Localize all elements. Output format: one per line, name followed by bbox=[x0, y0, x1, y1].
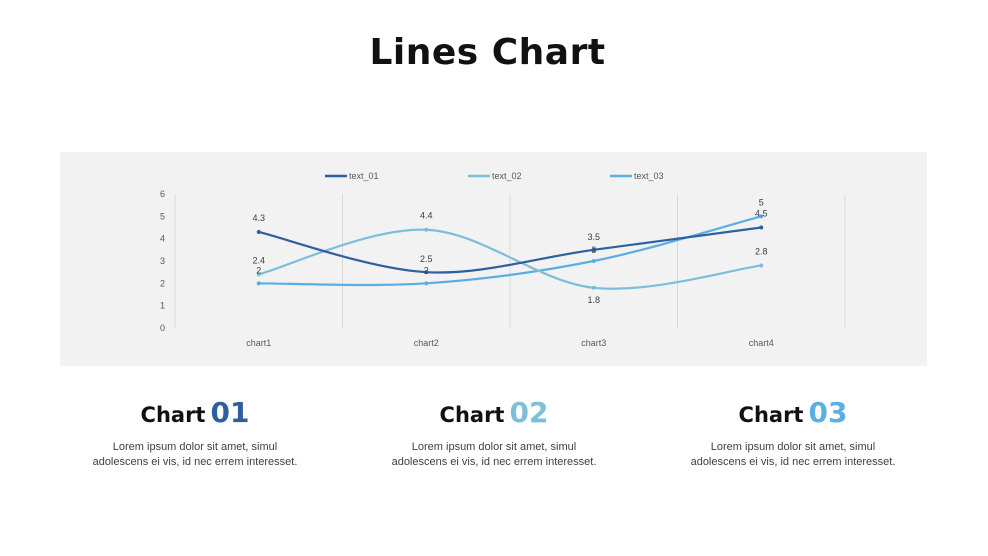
data-point bbox=[759, 214, 764, 219]
data-point bbox=[591, 247, 596, 252]
y-tick-label: 1 bbox=[160, 301, 165, 311]
data-label: 2.4 bbox=[252, 255, 265, 265]
data-point bbox=[256, 281, 261, 286]
data-point bbox=[424, 270, 429, 275]
data-point bbox=[424, 227, 429, 232]
y-tick-label: 3 bbox=[160, 256, 165, 266]
series-line bbox=[257, 228, 763, 290]
card-title-label: Chart bbox=[140, 403, 206, 427]
legend-label: text_02 bbox=[492, 171, 522, 181]
chart-panel: 0 1 2 3 4 5 6 chart1 chart2 chart3 chart4 text_01 te… bbox=[60, 152, 927, 366]
x-tick-label: chart3 bbox=[581, 338, 606, 348]
card-description: Lorem ipsum dolor sit amet, simul adoles… bbox=[92, 441, 298, 468]
data-label: 2 bbox=[256, 265, 261, 275]
x-tick-label: chart1 bbox=[246, 338, 271, 348]
data-label: 3.5 bbox=[587, 232, 600, 242]
data-point bbox=[256, 229, 261, 234]
card-title-label: Chart bbox=[439, 403, 505, 427]
y-tick-label: 2 bbox=[160, 278, 165, 288]
data-label: 3 bbox=[591, 245, 596, 255]
legend-label: text_01 bbox=[349, 171, 379, 181]
data-label: 5 bbox=[759, 197, 764, 207]
x-tick-label: chart2 bbox=[414, 338, 439, 348]
data-label: 4.3 bbox=[252, 213, 265, 223]
data-point bbox=[424, 281, 429, 286]
page-title: Lines Chart bbox=[369, 32, 606, 73]
card-title-number: 03 bbox=[808, 396, 848, 429]
y-tick-label: 6 bbox=[160, 189, 165, 199]
chart-card-01: Chart 01 Lorem ipsum dolor sit amet, simu… bbox=[75, 396, 315, 470]
x-tick-label: chart4 bbox=[749, 338, 774, 348]
y-tick-label: 0 bbox=[160, 323, 165, 333]
card-title-number: 02 bbox=[509, 396, 549, 429]
data-point bbox=[591, 285, 596, 290]
data-point bbox=[256, 272, 261, 277]
series-line bbox=[257, 226, 763, 274]
line-chart: 0 1 2 3 4 5 6 chart1 chart2 chart3 chart4 text_01 te… bbox=[160, 171, 846, 348]
data-label: 2 bbox=[424, 265, 429, 275]
y-tick-label: 5 bbox=[160, 211, 165, 221]
card-description: Lorem ipsum dolor sit amet, simul adoles… bbox=[391, 441, 597, 468]
chart-card-03: Chart 03 Lorem ipsum dolor sit amet, simu… bbox=[673, 396, 913, 470]
data-point bbox=[759, 263, 764, 268]
data-label: 1.8 bbox=[587, 295, 600, 305]
data-label: 4.5 bbox=[755, 209, 768, 219]
data-label: 2.5 bbox=[420, 254, 433, 264]
legend-label: text_03 bbox=[634, 171, 664, 181]
data-point bbox=[591, 259, 596, 263]
card-title: Chart 03 bbox=[673, 396, 913, 430]
card-description: Lorem ipsum dolor sit amet, simul adoles… bbox=[690, 441, 896, 468]
y-tick-label: 4 bbox=[160, 234, 165, 244]
card-title: Chart 01 bbox=[75, 396, 315, 430]
card-title: Chart 02 bbox=[374, 396, 614, 430]
data-point bbox=[759, 225, 764, 230]
data-label: 2.8 bbox=[755, 246, 768, 256]
chart-card-02: Chart 02 Lorem ipsum dolor sit amet, simu… bbox=[374, 396, 614, 470]
card-title-label: Chart bbox=[738, 403, 804, 427]
data-label: 4.4 bbox=[420, 211, 433, 221]
card-title-number: 01 bbox=[210, 396, 250, 429]
